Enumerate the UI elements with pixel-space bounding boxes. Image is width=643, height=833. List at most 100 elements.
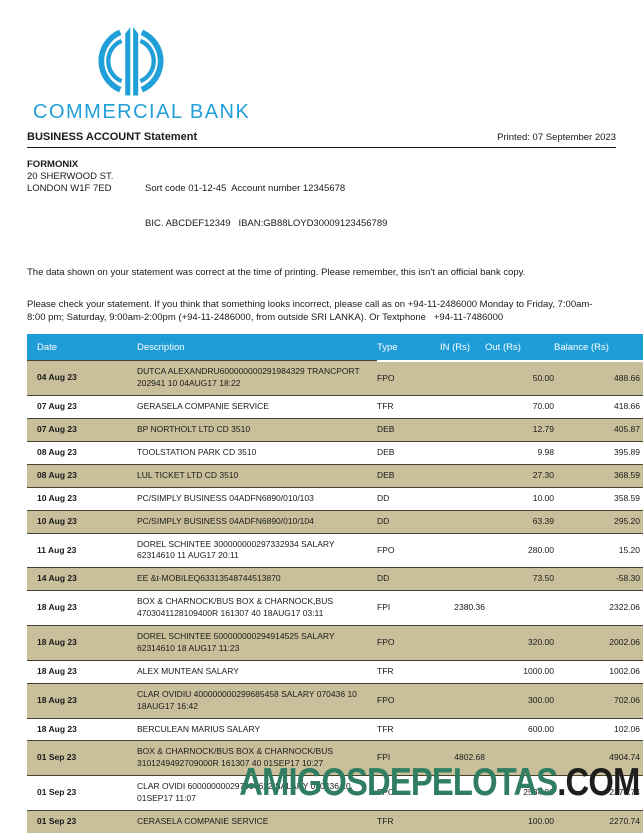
cell-date: 07 Aug 23 xyxy=(37,424,77,435)
cell-date: 01 Sep 23 xyxy=(37,787,77,798)
cell-out: 10.00 xyxy=(532,492,554,503)
cell-type: DD xyxy=(377,492,390,503)
cell-date: 18 Aug 23 xyxy=(37,694,77,705)
bank-logo: COMMERCIAL BANK xyxy=(33,25,251,124)
statement-title-row: BUSINESS ACCOUNT Statement Printed: 07 S… xyxy=(27,131,616,143)
cell-date: 18 Aug 23 xyxy=(37,602,77,613)
table-row: 10 Aug 23 PC/SIMPLY BUSINESS 04ADFN6890/0… xyxy=(27,510,643,534)
column-header-description: Description xyxy=(137,333,377,361)
address-line-1: 20 SHERWOOD ST. xyxy=(27,170,114,182)
cell-description: BP NORTHOLT LTD CD 3510 xyxy=(137,424,251,435)
table-row: 08 Aug 23 LUL TICKET LTD CD 3510 DEB 27.30 3… xyxy=(27,464,643,488)
table-row: 11 Aug 23 DOREL SCHINTEE 3000000002973329… xyxy=(27,533,643,568)
sort-code-account-number: Sort code 01-12-45 Account number 123456… xyxy=(145,182,346,194)
cell-in xyxy=(440,810,485,833)
column-header-in: IN (Rs) xyxy=(440,333,485,362)
cell-type: FPO xyxy=(377,694,395,705)
cell-date: 08 Aug 23 xyxy=(37,447,77,458)
cell-description: PC/SIMPLY BUSINESS 04ADFN6890/010/103 xyxy=(137,492,314,503)
cell-balance: 358.59 xyxy=(614,492,640,503)
table-row: 18 Aug 23 DOREL SCHINTEE 5000000002949145… xyxy=(27,625,643,661)
column-header-date: Date xyxy=(27,333,137,361)
cell-type: FPO xyxy=(377,636,395,647)
cell-type: FPO xyxy=(377,544,395,555)
cell-description: BOX & CHARNOCK/BUS BOX & CHARNOCK,BUS 47… xyxy=(137,596,334,619)
cell-type: DEB xyxy=(377,469,395,480)
cell-balance: 488.66 xyxy=(614,372,640,383)
cell-out: 1000.00 xyxy=(523,665,554,676)
cell-type: DEB xyxy=(377,424,395,435)
table-body: 04 Aug 23 DUTCA ALEXANDRU6000000002919843… xyxy=(27,360,643,833)
table-row: 18 Aug 23 BERCULEAN MARIUS SALARY TFR 600.0… xyxy=(27,718,643,741)
cell-description: LUL TICKET LTD CD 3510 xyxy=(137,469,239,480)
cell-out: 2534.00 xyxy=(523,787,554,798)
cell-balance: 702.06 xyxy=(614,694,640,705)
cell-in xyxy=(440,510,485,533)
table-row: 01 Sep 23 CERASELA COMPANIE SERVICE TFR 100… xyxy=(27,810,643,833)
table-row: 10 Aug 23 PC/SIMPLY BUSINESS 04ADFN6890/0… xyxy=(27,487,643,510)
account-details: Sort code 01-12-45 Account number 123456… xyxy=(145,159,387,254)
watermark-brand-name: AMIGOSDEPELOTAS xyxy=(238,761,558,804)
cell-date: 18 Aug 23 xyxy=(37,665,77,676)
column-header-balance: Balance (Rs) xyxy=(554,333,643,362)
bank-logo-text: COMMERCIAL BANK xyxy=(33,101,251,123)
cell-type: FPO xyxy=(377,372,395,383)
cell-out: 280.00 xyxy=(528,544,554,555)
cell-in xyxy=(440,718,485,741)
cell-balance: 4904.74 xyxy=(609,752,640,763)
cell-description: GERASELA COMPANIE SERVICE xyxy=(137,401,269,412)
bic-iban: BIC. ABCDEF12349 IBAN:GB88LOYD3000912345… xyxy=(145,218,388,230)
cell-type: TFR xyxy=(377,401,394,412)
cell-out: 9.98 xyxy=(537,447,554,458)
cell-description: CLAR OVIDI 600000000297937622 SALARY 070… xyxy=(137,781,351,804)
cell-in xyxy=(440,487,485,510)
cell-balance: 2322.06 xyxy=(609,602,640,613)
cell-out: 27.30 xyxy=(532,469,554,480)
table-row: 18 Aug 23 ALEX MUNTEAN SALARY TFR 1000.00 10… xyxy=(27,660,643,683)
cell-out: 320.00 xyxy=(528,636,554,647)
column-header-out: Out (Rs) xyxy=(485,333,554,362)
cell-date: 07 Aug 23 xyxy=(37,401,77,412)
cell-date: 18 Aug 23 xyxy=(37,723,77,734)
cell-in xyxy=(440,464,485,487)
cell-balance: -58.30 xyxy=(615,573,640,584)
cell-balance: 2370.74 xyxy=(609,787,640,798)
cell-type: FPI xyxy=(377,752,391,763)
cell-description: ALEX MUNTEAN SALARY xyxy=(137,665,239,676)
printed-date: Printed: 07 September 2023 xyxy=(497,132,616,143)
watermark-brand: AMIGOSDEPELOTAS.COM xyxy=(238,761,640,805)
cell-date: 11 Aug 23 xyxy=(37,544,77,555)
cell-description: BERCULEAN MARIUS SALARY xyxy=(137,723,261,734)
cell-type: DD xyxy=(377,515,390,526)
cell-out: 300.00 xyxy=(528,694,554,705)
cell-balance: 395.89 xyxy=(614,447,640,458)
cell-out: 73.50 xyxy=(532,573,554,584)
cell-date: 18 Aug 23 xyxy=(37,636,77,647)
cell-balance: 405.87 xyxy=(614,424,640,435)
table-row: 07 Aug 23 GERASELA COMPANIE SERVICE TFR 70.… xyxy=(27,396,643,419)
cell-date: 10 Aug 23 xyxy=(37,515,77,526)
cell-description: DOREL SCHINTEE 300000000297332934 SALARY… xyxy=(137,538,335,561)
cell-description: TOOLSTATION PARK CD 3510 xyxy=(137,447,257,458)
header-divider xyxy=(27,147,616,148)
cell-out: 600.00 xyxy=(528,723,554,734)
bank-logo-icon xyxy=(98,27,164,96)
cell-date: 01 Sep 23 xyxy=(37,815,77,826)
address-line-2: LONDON W1F 7ED xyxy=(27,182,112,194)
cell-description: BOX & CHARNOCK/BUS BOX & CHARNOCK/BUS 31… xyxy=(137,746,334,769)
cell-in xyxy=(440,626,485,661)
cell-date: 04 Aug 23 xyxy=(37,372,77,383)
cell-in xyxy=(440,683,485,718)
statement-title: BUSINESS ACCOUNT Statement xyxy=(27,131,198,143)
table-header-row: Date Description Type IN (Rs) Out (Rs) Balanc… xyxy=(27,333,643,362)
cell-description: EE &t-MOBILEQ63313548744513870 xyxy=(137,573,281,584)
table-row: 14 Aug 23 EE &t-MOBILEQ63313548744513870 D… xyxy=(27,567,643,591)
cell-type: TFR xyxy=(377,665,394,676)
account-holder-name: FORMONIX xyxy=(27,159,79,170)
table-row: 01 Sep 23 BOX & CHARNOCK/BUS BOX & CHARNO… xyxy=(27,740,643,776)
cell-out: 63.39 xyxy=(532,515,554,526)
cell-in xyxy=(440,442,485,465)
cell-balance: 2002.06 xyxy=(609,636,640,647)
account-holder-address: FORMONIX 20 SHERWOOD ST. LONDON W1F 7ED xyxy=(27,159,145,254)
